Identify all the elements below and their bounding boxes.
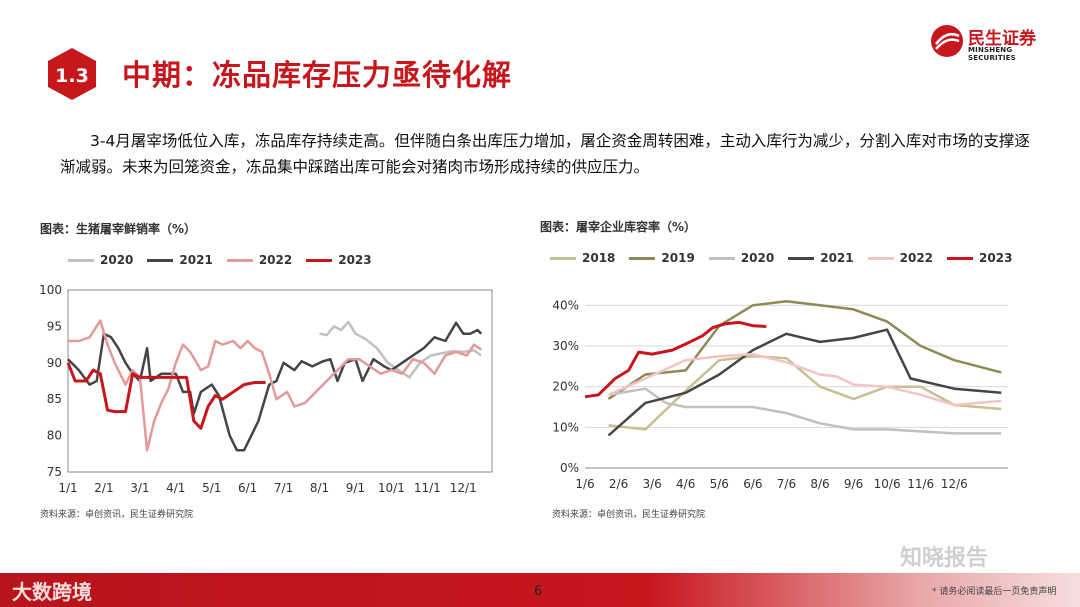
chart1-ytick-label: 75 — [47, 465, 62, 479]
chart1-legend-2022: 2022 — [226, 253, 293, 267]
brand-logo: 民生证券 MINSHENG SECURITIES — [928, 22, 1058, 62]
chart2-xtick-label: 12/6 — [941, 477, 968, 491]
chart1-legend-2021: 2021 — [147, 253, 213, 267]
chart2-legend-2021: 2021 — [788, 251, 854, 265]
chart2-xtick-label: 9/6 — [844, 477, 863, 491]
chart2-ytick-label: 30% — [552, 339, 579, 353]
page-number: 6 — [534, 584, 543, 599]
chart1-series-2023 — [66, 362, 266, 430]
chart1-xtick-label: 6/1 — [238, 481, 257, 495]
page-title: 中期：冻品库存压力亟待化解 — [122, 58, 513, 92]
chart1-xtick-label: 1/1 — [58, 481, 77, 495]
chart2-series-2022 — [607, 352, 1002, 407]
chart2-series-2019 — [607, 300, 1002, 400]
legend-swatch — [867, 256, 894, 260]
chart1-xtick-label: 3/1 — [130, 481, 149, 495]
legend-swatch — [550, 256, 576, 260]
legend-label: 2018 — [582, 251, 616, 265]
legend-swatch — [147, 258, 174, 262]
legend-label: 2019 — [661, 251, 695, 265]
legend-swatch — [708, 256, 735, 260]
chart1-ytick-label: 90 — [47, 356, 62, 370]
legend-label: 2021 — [820, 251, 854, 265]
chart2-xtick-label: 8/6 — [810, 477, 829, 491]
chart1-title: 图表：生猪屠宰鲜销率（%） — [40, 222, 197, 236]
chart1-legend: 2020 2021 2022 2023 — [68, 253, 372, 267]
chart2-source: 资料来源：卓创资讯，民生证券研究院 — [552, 510, 706, 520]
chart1-legend-2023: 2023 — [306, 253, 372, 267]
chart2-series-2018 — [608, 354, 1002, 431]
footer-bar — [0, 573, 1080, 607]
chart2-series-2020 — [608, 387, 1002, 435]
chart1-xtick-label: 10/1 — [378, 481, 405, 495]
chart1-xtick-label: 9/1 — [346, 481, 365, 495]
logo-english: MINSHENG SECURITIES — [968, 46, 1016, 62]
legend-swatch — [947, 256, 974, 260]
chart2-series-2021 — [607, 328, 1002, 437]
section-number: 1.3 — [55, 65, 89, 87]
chart2-legend: 2018 2019 2020 2021 2022 2023 — [550, 251, 1012, 265]
chart1-legend-2020: 2020 — [68, 253, 133, 267]
chart2-series-2023 — [584, 320, 767, 399]
legend-label: 2021 — [179, 253, 213, 267]
section-badge: 1.3 — [48, 48, 96, 100]
chart2-xtick-label: 2/6 — [609, 477, 628, 491]
chart2-legend-2023: 2023 — [947, 251, 1012, 265]
legend-label: 2022 — [258, 253, 293, 267]
chart1-source: 资料来源：卓创资讯，民生证券研究院 — [40, 510, 194, 520]
chart2-xtick-label: 3/6 — [642, 477, 661, 491]
chart2-legend-2018: 2018 — [550, 251, 615, 265]
chart1-xtick-label: 11/1 — [414, 481, 441, 495]
chart2-ytick-label: 0% — [560, 461, 579, 475]
chart2-xtick-label: 5/6 — [710, 477, 729, 491]
logo-mark-icon — [931, 25, 963, 57]
legend-swatch — [306, 258, 333, 262]
chart2-legend-2019: 2019 — [629, 251, 695, 265]
chart1-ytick-label: 95 — [47, 319, 62, 333]
chart1-ytick-label: 100 — [39, 283, 62, 297]
legend-swatch — [629, 256, 656, 260]
chart1-xtick-label: 12/1 — [450, 481, 477, 495]
legend-label: 2020 — [740, 251, 775, 265]
chart2-xtick-label: 11/6 — [907, 477, 934, 491]
chart2-xtick-label: 4/6 — [676, 477, 695, 491]
chart1-series-2020 — [319, 320, 482, 379]
chart2-ytick-label: 20% — [552, 380, 579, 394]
chart1-plot: 75 80 85 90 95 100 1/1 2/1 3/1 4/1 5/1 6/1 7/1 8/1 9/1… — [39, 283, 493, 495]
intro-paragraph: 3-4月屠宰场低位入库，冻品库存持续走高。但伴随白条出库压力增加，屠企资金周转困… — [60, 132, 1030, 176]
legend-label: 2023 — [979, 251, 1013, 265]
disclaimer: * 请务必阅读最后一页免责声明 — [932, 587, 1057, 597]
watermark-brand: 知晓报告 — [900, 546, 989, 571]
legend-swatch — [226, 258, 253, 262]
legend-label: 2020 — [100, 253, 134, 267]
chart2-xtick-label: 7/6 — [777, 477, 796, 491]
chart2-ytick-label: 40% — [552, 298, 579, 312]
logo-name: 民生证券 — [968, 29, 1036, 49]
chart2-plot: 0% 10% 20% 30% 40% 1/6 2/6 3/6 4/6 5/6 6/6 7/6 8/6 9/… — [552, 298, 1008, 491]
chart2-ytick-label: 10% — [552, 420, 579, 434]
chart1-xtick-label: 7/1 — [274, 481, 293, 495]
legend-label: 2022 — [899, 251, 934, 265]
chart2-xtick-label: 6/6 — [743, 477, 762, 491]
legend-swatch — [788, 256, 815, 260]
chart2-xtick-label: 1/6 — [575, 477, 594, 491]
watermark-left: 大数跨境 — [12, 580, 92, 604]
chart1-xtick-label: 8/1 — [310, 481, 329, 495]
chart1-xtick-label: 2/1 — [94, 481, 113, 495]
chart1-ytick-label: 85 — [47, 392, 62, 406]
chart2-title: 图表：屠宰企业库容率（%） — [540, 220, 697, 234]
chart2-legend-2022: 2022 — [867, 251, 934, 265]
chart1-xtick-label: 4/1 — [166, 481, 185, 495]
chart2-xtick-label: 10/6 — [874, 477, 901, 491]
legend-label: 2023 — [338, 253, 372, 267]
chart1-ytick-label: 80 — [47, 429, 62, 443]
chart2-legend-2020: 2020 — [708, 251, 775, 265]
legend-swatch — [68, 258, 94, 262]
chart1-xtick-label: 5/1 — [202, 481, 221, 495]
